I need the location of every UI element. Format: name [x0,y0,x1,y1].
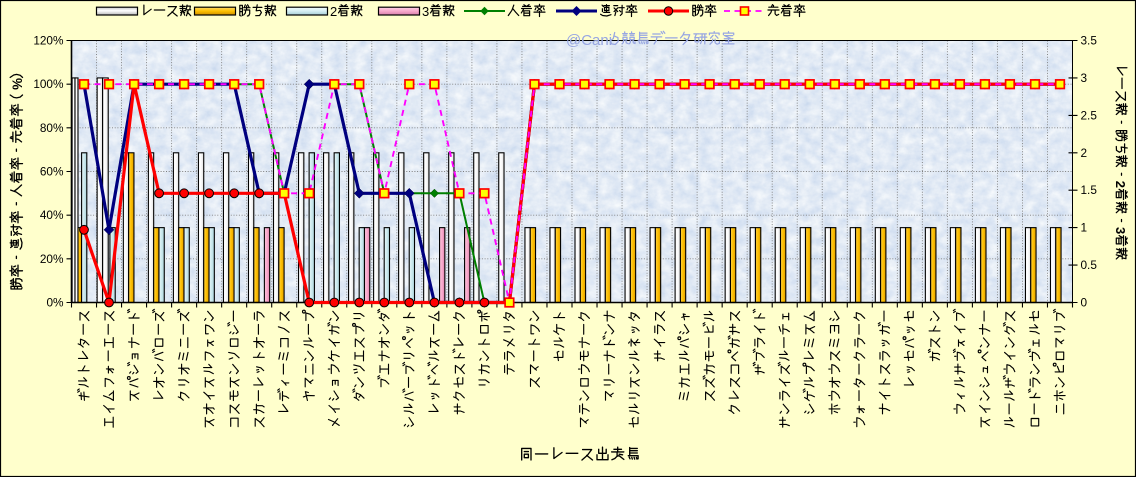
svg-text:100%: 100% [33,77,64,91]
svg-text:2: 2 [330,4,337,19]
svg-text:80%: 80% [40,121,64,135]
svg-text:120%: 120% [33,34,64,48]
svg-text:2: 2 [1113,181,1128,188]
svg-text:3: 3 [1081,71,1088,85]
svg-text:%: % [10,78,25,90]
svg-text:2.5: 2.5 [1081,108,1098,122]
svg-text:@Cani: @Cani [566,32,612,49]
svg-text:40%: 40% [40,208,64,222]
svg-text:2: 2 [1081,146,1088,160]
svg-text:3: 3 [422,4,429,19]
svg-text:0.5: 0.5 [1081,258,1098,272]
svg-text:1.5: 1.5 [1081,183,1098,197]
svg-text:3.5: 3.5 [1081,34,1098,48]
svg-text:20%: 20% [40,252,64,266]
svg-text:0%: 0% [46,296,64,310]
svg-text:0: 0 [1081,296,1088,310]
svg-text:3: 3 [1113,227,1128,234]
svg-text:1: 1 [1081,221,1088,235]
svg-text:60%: 60% [40,165,64,179]
